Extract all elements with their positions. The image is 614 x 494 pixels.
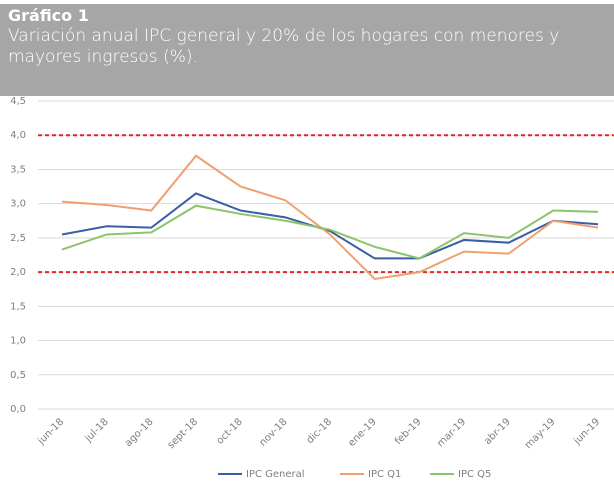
y-tick-label: 2,0 [10, 267, 26, 278]
series-line [61, 204, 599, 260]
x-tick-label: ago-18 [123, 416, 156, 449]
y-tick-label: 0,5 [10, 370, 26, 381]
x-tick-label: mar-19 [435, 416, 468, 449]
legend-label: IPC General [246, 469, 305, 480]
x-tick-label: sept-18 [166, 416, 201, 451]
y-tick-label: 4,5 [10, 96, 26, 107]
x-tick-label: feb-19 [393, 416, 424, 447]
header: Gráfico 1 Variación anual IPC general y … [0, 4, 614, 96]
x-tick-label: oct-18 [215, 416, 245, 446]
x-tick-label: may-19 [523, 416, 558, 451]
x-tick-label: nov-18 [257, 416, 289, 448]
legend-label: IPC Q5 [458, 469, 491, 480]
series-line [61, 192, 599, 260]
x-tick-label: jun-18 [35, 416, 66, 447]
x-tick-label: jun-19 [571, 416, 602, 447]
x-tick-label: dic-18 [305, 416, 335, 446]
y-tick-label: 1,0 [10, 336, 26, 347]
series-line [61, 154, 599, 281]
y-tick-label: 4,0 [10, 130, 26, 141]
y-tick-label: 2,5 [10, 233, 26, 244]
y-tick-label: 3,0 [10, 199, 26, 210]
chart-subtitle: Variación anual IPC general y 20% de los… [8, 26, 560, 67]
x-tick-label: abr-19 [482, 416, 513, 447]
chart-title: Gráfico 1 [8, 6, 89, 25]
x-tick-label: jul-18 [82, 416, 110, 444]
legend-label: IPC Q1 [368, 469, 401, 480]
y-tick-label: 3,5 [10, 164, 26, 175]
x-tick-label: ene-19 [346, 416, 379, 449]
y-tick-label: 0,0 [10, 404, 26, 415]
y-tick-label: 1,5 [10, 301, 26, 312]
